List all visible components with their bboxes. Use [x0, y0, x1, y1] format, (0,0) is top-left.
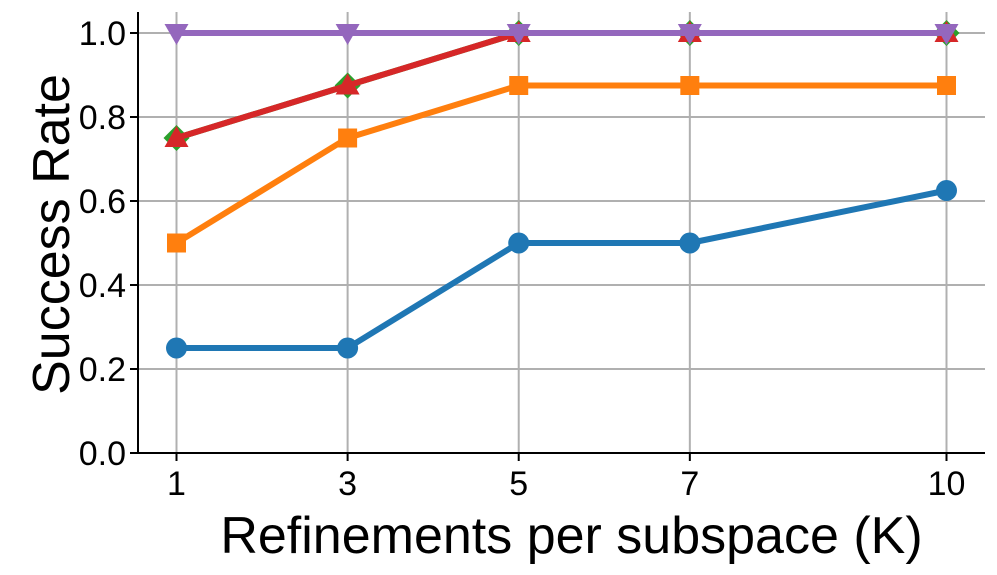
- series-1: [167, 76, 956, 253]
- data-point-triangle-down: [677, 24, 702, 45]
- data-point-square: [338, 128, 358, 148]
- data-point-circle: [508, 232, 530, 254]
- data-point-triangle-down: [164, 24, 189, 45]
- series-group: [163, 20, 960, 359]
- axes: [137, 12, 985, 454]
- data-point-square: [937, 76, 956, 95]
- series-4: [164, 24, 959, 45]
- grid: [138, 12, 985, 454]
- data-point-triangle-down: [506, 24, 531, 45]
- y-axis-label: Success Rate: [23, 74, 81, 395]
- data-point-triangle-up: [164, 126, 189, 147]
- data-point-circle: [936, 180, 957, 201]
- y-tick-label: 0.0: [79, 435, 126, 473]
- data-point-triangle-up: [335, 73, 360, 95]
- data-point-square: [509, 76, 529, 95]
- y-tick-label: 0.8: [79, 99, 126, 137]
- x-axis-label: Refinements per subspace (K): [220, 507, 922, 565]
- data-point-circle: [337, 337, 359, 359]
- series-0: [166, 180, 957, 359]
- x-tick-label: 10: [928, 465, 966, 503]
- y-tick-label: 1.0: [79, 15, 126, 53]
- data-point-circle: [679, 232, 701, 254]
- series-line: [173, 82, 950, 246]
- ticks: 1 3 5 7 10 0.0 0.2 0.4 0.6 0.8 1.0: [79, 15, 966, 503]
- data-point-triangle-down: [934, 24, 959, 45]
- y-tick-label: 0.4: [79, 267, 126, 305]
- y-tick-label: 0.6: [79, 183, 126, 221]
- series-line: [173, 187, 950, 351]
- data-point-triangle-down: [335, 24, 360, 45]
- x-tick-label: 3: [338, 465, 357, 503]
- y-tick-label: 0.2: [79, 351, 126, 389]
- x-tick-label: 5: [509, 465, 528, 503]
- data-point-square: [167, 233, 186, 253]
- x-tick-label: 7: [680, 465, 699, 503]
- x-tick-label: 1: [167, 465, 186, 503]
- data-point-square: [680, 76, 700, 95]
- data-point-circle: [166, 337, 187, 359]
